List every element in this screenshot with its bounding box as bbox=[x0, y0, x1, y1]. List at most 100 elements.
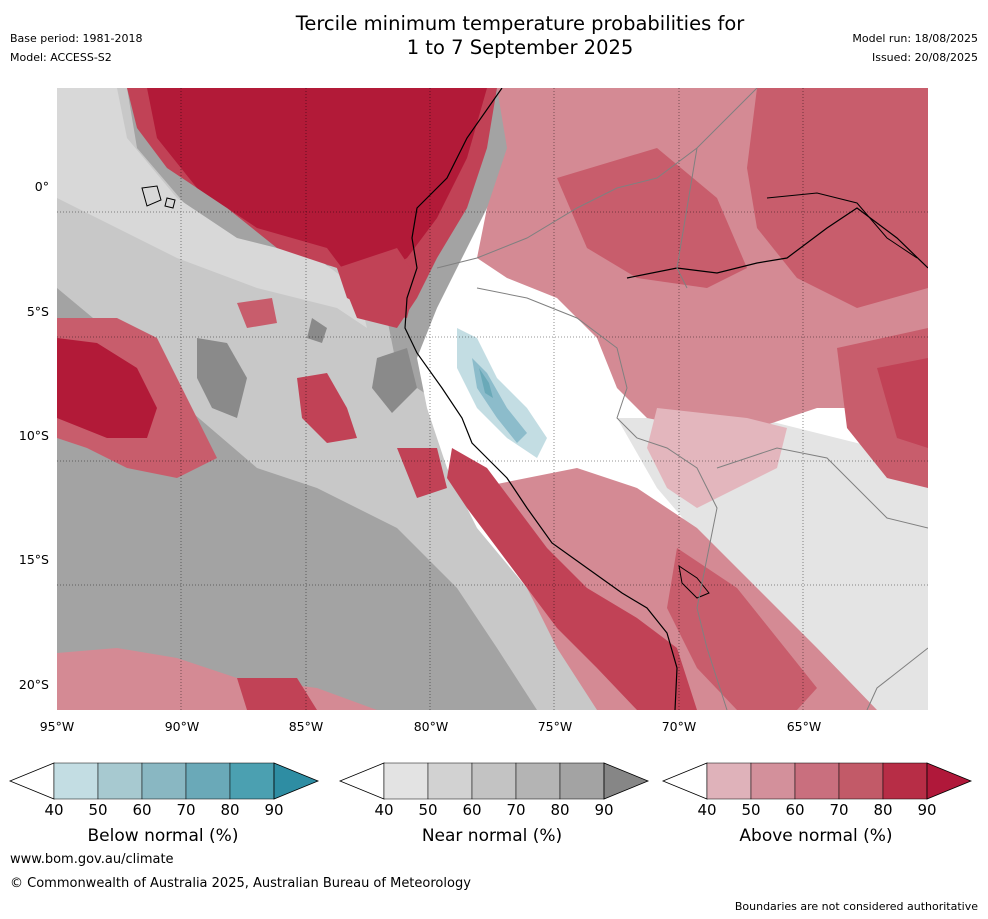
colorbar-tick-label: 90 bbox=[264, 801, 284, 819]
near-normal-dark-patch bbox=[197, 338, 247, 418]
page-title: Tercile minimum temperature probabilitie… bbox=[200, 12, 840, 60]
above-normal-80-area bbox=[877, 358, 928, 448]
colorbar-tick-label: 70 bbox=[506, 801, 526, 819]
below-normal-70-area bbox=[479, 368, 493, 398]
lon-label: 75°W bbox=[537, 719, 573, 734]
title-line-2: 1 to 7 September 2025 bbox=[406, 36, 634, 59]
colorbar-segment bbox=[515, 762, 561, 800]
country-border bbox=[476, 287, 728, 710]
lon-label: 85°W bbox=[288, 719, 324, 734]
title-line-1: Tercile minimum temperature probabilitie… bbox=[295, 12, 745, 35]
colorbar-tick-label: 50 bbox=[741, 801, 761, 819]
lake-titicaca bbox=[678, 564, 710, 599]
disclaimer-text: Boundaries are not considered authoritat… bbox=[734, 900, 978, 913]
model-run-label: Model run: 18/08/2025 bbox=[852, 32, 978, 45]
colorbar-tick-label: 80 bbox=[220, 801, 240, 819]
colorbar-tick-label: 40 bbox=[44, 801, 64, 819]
colorbar-tick-label: 80 bbox=[873, 801, 893, 819]
lat-label: 0° bbox=[34, 179, 49, 194]
colorbar-segment bbox=[750, 762, 796, 800]
lat-label: 5°S bbox=[26, 304, 49, 319]
above-normal-70-area bbox=[667, 548, 817, 710]
colorbar-min-extension bbox=[661, 762, 708, 800]
colorbar-above-scale bbox=[661, 762, 973, 800]
above-normal-70-area bbox=[557, 148, 747, 288]
colorbar-max-extension bbox=[603, 762, 650, 800]
lon-label: 65°W bbox=[786, 719, 822, 734]
coastline bbox=[404, 88, 678, 710]
colorbar-tick-label: 40 bbox=[374, 801, 394, 819]
above-normal-70-area bbox=[237, 298, 277, 328]
colorbar-above-title: Above normal (%) bbox=[739, 826, 893, 846]
colorbar-below-scale bbox=[8, 762, 320, 800]
amazon-river bbox=[626, 207, 928, 279]
copyright-text: © Commonwealth of Australia 2025, Austra… bbox=[10, 876, 471, 891]
colorbar-segment bbox=[471, 762, 517, 800]
amazon-delta bbox=[766, 192, 918, 259]
colorbar-tick-label: 50 bbox=[418, 801, 438, 819]
colorbar-tick-label: 90 bbox=[917, 801, 937, 819]
colorbar-segment bbox=[706, 762, 752, 800]
colorbar-tick-label: 70 bbox=[176, 801, 196, 819]
lat-label: 20°S bbox=[18, 677, 49, 692]
lon-label: 80°W bbox=[413, 719, 449, 734]
country-border bbox=[676, 147, 698, 289]
colorbar-tick-label: 80 bbox=[550, 801, 570, 819]
colorbar-tick-label: 90 bbox=[594, 801, 614, 819]
colorbar-min-extension bbox=[8, 762, 55, 800]
colorbar-segment bbox=[383, 762, 429, 800]
above-normal-80-area bbox=[397, 448, 447, 498]
colorbar-segment bbox=[838, 762, 884, 800]
colorbar-segment bbox=[794, 762, 840, 800]
above-normal-80-area bbox=[337, 248, 417, 318]
lat-label: 15°S bbox=[18, 552, 49, 567]
colorbar-min-extension bbox=[338, 762, 385, 800]
near-normal-lighter-area bbox=[57, 88, 367, 328]
colorbar-segment bbox=[97, 762, 143, 800]
galapagos-islands bbox=[141, 185, 162, 207]
colorbar-max-extension bbox=[926, 762, 973, 800]
colorbar-below-title: Below normal (%) bbox=[87, 826, 239, 846]
colorbar-tick-label: 70 bbox=[829, 801, 849, 819]
colorbar-tick-label: 60 bbox=[132, 801, 152, 819]
country-border bbox=[716, 447, 928, 529]
colorbar-tick-label: 60 bbox=[785, 801, 805, 819]
country-border bbox=[436, 88, 758, 269]
colorbar-tick-label: 60 bbox=[462, 801, 482, 819]
below-normal-40-area bbox=[457, 328, 547, 458]
country-border bbox=[866, 647, 928, 710]
colorbar-tick-label: 40 bbox=[697, 801, 717, 819]
colorbar-near-title: Near normal (%) bbox=[421, 826, 563, 846]
base-period-label: Base period: 1981-2018 bbox=[10, 32, 143, 45]
map-gridlines bbox=[57, 88, 928, 710]
colorbar-near bbox=[338, 762, 650, 800]
colorbar-segment bbox=[559, 762, 605, 800]
colorbar-below bbox=[8, 762, 320, 800]
lon-label: 95°W bbox=[39, 719, 75, 734]
above-normal-90-area bbox=[57, 338, 157, 438]
above-normal-40-area bbox=[647, 408, 787, 508]
lon-label: 70°W bbox=[661, 719, 697, 734]
colorbar-max-extension bbox=[273, 762, 320, 800]
galapagos-islands bbox=[164, 197, 176, 209]
above-normal-90-area bbox=[147, 88, 487, 288]
above-normal-80-area bbox=[237, 678, 317, 710]
above-normal-80-coastal bbox=[447, 448, 697, 710]
map-canvas bbox=[57, 88, 928, 710]
probability-map bbox=[57, 88, 928, 710]
colorbar-near-scale bbox=[338, 762, 650, 800]
model-label: Model: ACCESS-S2 bbox=[10, 51, 112, 64]
above-normal-80-area bbox=[297, 373, 357, 443]
colorbar-segment bbox=[229, 762, 275, 800]
issued-label: Issued: 20/08/2025 bbox=[871, 51, 978, 64]
colorbar-above bbox=[661, 762, 973, 800]
lon-label: 90°W bbox=[164, 719, 200, 734]
colorbar-tick-label: 50 bbox=[88, 801, 108, 819]
colorbar-segment bbox=[427, 762, 473, 800]
website-link[interactable]: www.bom.gov.au/climate bbox=[10, 852, 174, 867]
lat-label: 10°S bbox=[18, 428, 49, 443]
colorbar-segment bbox=[141, 762, 187, 800]
near-normal-dark-patch bbox=[372, 348, 417, 413]
colorbar-segment bbox=[185, 762, 231, 800]
colorbar-segment bbox=[882, 762, 928, 800]
